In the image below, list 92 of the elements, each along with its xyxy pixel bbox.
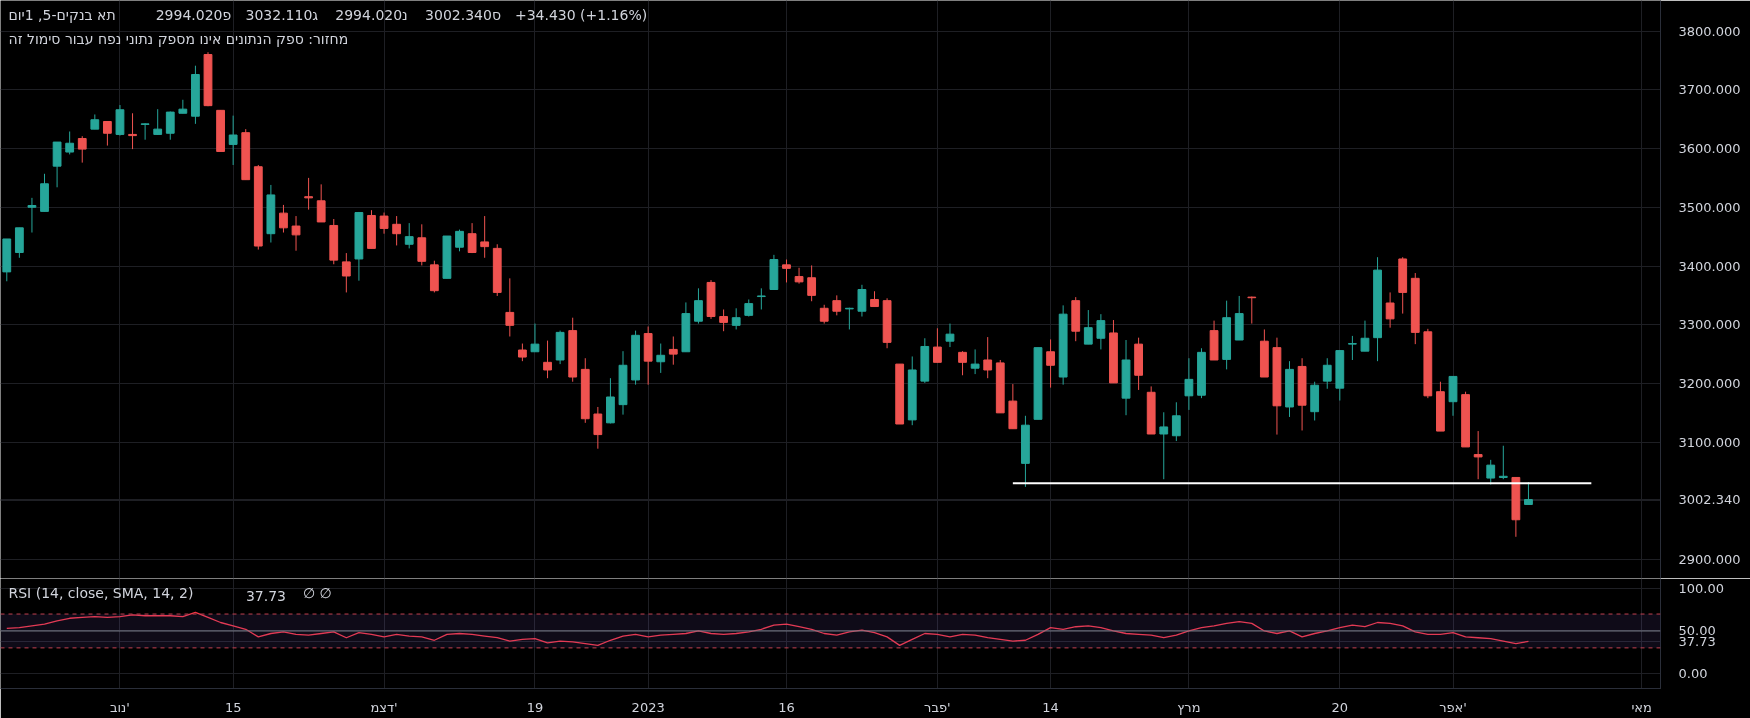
annotation: מחזור: ספק הנתונים אינו מספק נתוני נפח עבור סימול זה (8, 30, 349, 47)
y-tick-label: 3100.000 (1678, 434, 1741, 450)
annotation: ∅ ∅ (302, 584, 332, 601)
candlestick (404, 222, 414, 249)
candlestick (1247, 296, 1257, 325)
candlestick (228, 115, 238, 166)
y-tick-label: 3400.000 (1678, 258, 1741, 274)
candlestick (694, 287, 703, 325)
y-tick-label: 0.00 (1678, 665, 1708, 681)
candlestick (543, 340, 552, 379)
line-series (6, 611, 1530, 646)
candlestick (304, 177, 313, 211)
annotation: נ2994.020 (335, 6, 408, 23)
candlestick (505, 277, 515, 337)
candlestick (983, 336, 993, 379)
candlestick (1524, 481, 1533, 505)
candlestick (530, 323, 540, 353)
candlestick (316, 183, 326, 223)
x-tick-label: 20 (1331, 699, 1349, 715)
candlestick (756, 287, 766, 310)
y-tick-label: 3500.000 (1678, 199, 1741, 215)
annotation: +34.430 (+1.16%) (514, 6, 648, 23)
candlestick (807, 264, 817, 302)
candlestick (857, 284, 867, 318)
candlestick (1096, 313, 1106, 350)
candlestick (128, 112, 137, 150)
x-tick-label: מאי (1631, 699, 1652, 715)
y-tick-label: 2900.000 (1678, 552, 1741, 568)
annotation: פ2994.020 (155, 6, 232, 23)
candlestick (1473, 430, 1483, 480)
y-tick-label: 3700.000 (1678, 82, 1741, 98)
annotation: 37.73 (245, 587, 286, 604)
candlestick (1348, 335, 1357, 361)
x-tick-label: אפר' (1439, 699, 1467, 715)
candlestick (1046, 338, 1055, 389)
candlestick (1322, 357, 1332, 390)
candlestick (1486, 459, 1496, 486)
y-tick-label: 3002.340 (1678, 492, 1741, 508)
chart-title: תא בנקים-5, 1יום (8, 6, 116, 23)
candlestick (945, 323, 955, 348)
x-tick-label: 15 (224, 699, 242, 715)
candlestick (1159, 411, 1169, 480)
candlestick (1171, 401, 1181, 442)
candlestick (417, 223, 427, 266)
candlestick (593, 406, 603, 450)
candlestick (1385, 291, 1395, 329)
text: RSI (14, close, SMA, 14, 2) (8, 584, 194, 601)
candlestick (392, 215, 402, 246)
candlestick (165, 111, 175, 141)
candlestick (103, 121, 112, 147)
x-tick-label: נוב' (110, 699, 130, 715)
candlestick (153, 108, 163, 136)
candlestick (970, 348, 980, 375)
y-tick-label: 3200.000 (1678, 375, 1741, 391)
candlestick (1498, 445, 1508, 480)
candlestick (782, 259, 791, 283)
candlestick (467, 222, 477, 254)
candlestick (1184, 357, 1194, 411)
x-tick-label: פבר' (924, 699, 951, 715)
candlestick (731, 307, 741, 330)
candlestick (1360, 320, 1370, 352)
candlestick (933, 327, 942, 363)
candlestick (455, 229, 464, 252)
x-tick-label: 16 (778, 699, 795, 715)
candlestick (279, 204, 288, 234)
candlestick (77, 135, 87, 164)
candlestick (140, 122, 150, 141)
y-tick-label: 3300.000 (1678, 317, 1741, 333)
y-tick-label: 100.00 (1678, 581, 1724, 597)
candlestick (65, 130, 75, 155)
annotation: ג3032.110 (245, 6, 319, 23)
x-tick-label: 14 (1042, 699, 1059, 715)
candlestick (719, 308, 728, 332)
candlestick (291, 215, 301, 252)
x-tick-label: דצמ' (370, 699, 398, 715)
candlestick (1083, 309, 1093, 345)
y-tick-label: 3600.000 (1678, 141, 1741, 157)
candlestick (958, 350, 967, 376)
candlestick (794, 267, 804, 285)
candlestick (480, 215, 490, 259)
candlestick (668, 335, 678, 366)
candlestick (379, 212, 389, 235)
candlestick (819, 304, 829, 325)
annotation: ס3002.340 (425, 6, 502, 23)
x-tick-label: 19 (526, 699, 544, 715)
y-tick-label: 3800.000 (1678, 23, 1741, 39)
candlestick (27, 197, 37, 234)
x-tick-label: מרץ (1177, 699, 1201, 715)
candlestick (656, 343, 666, 374)
x-tick-label: 2023 (631, 699, 665, 715)
candlestick (341, 252, 351, 293)
candlestick (832, 294, 842, 316)
